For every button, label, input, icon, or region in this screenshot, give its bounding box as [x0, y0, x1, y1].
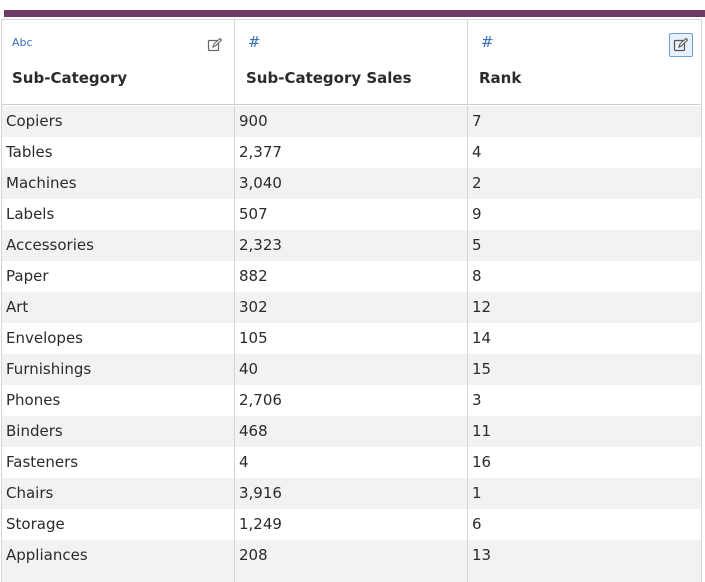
column-header-sub-category-sales[interactable]: # Sub-Category Sales — [235, 20, 468, 104]
table-row[interactable]: Tables 2,377 4 — [2, 137, 702, 168]
table-row[interactable]: Art 302 12 — [2, 292, 702, 323]
edit-icon[interactable] — [669, 33, 693, 57]
sales-cell[interactable]: 208 — [235, 540, 468, 571]
sub-category-cell[interactable]: Binders — [2, 416, 235, 447]
table-overflow-row — [2, 571, 702, 582]
rank-cell[interactable]: 16 — [468, 447, 702, 478]
sales-cell[interactable]: 2,377 — [235, 137, 468, 168]
rank-cell[interactable]: 13 — [468, 540, 702, 571]
sub-category-cell[interactable]: Appliances — [2, 540, 235, 571]
string-type-icon[interactable]: Abc — [12, 36, 33, 49]
table-row[interactable]: Accessories 2,323 5 — [2, 230, 702, 261]
sub-category-cell[interactable]: Chairs — [2, 478, 235, 509]
sales-cell[interactable]: 40 — [235, 354, 468, 385]
table-row[interactable]: Phones 2,706 3 — [2, 385, 702, 416]
sub-category-cell[interactable]: Envelopes — [2, 323, 235, 354]
sub-category-cell[interactable]: Phones — [2, 385, 235, 416]
sub-category-cell[interactable]: Art — [2, 292, 235, 323]
column-header-rank[interactable]: # Rank — [468, 20, 702, 104]
sales-cell[interactable]: 882 — [235, 261, 468, 292]
column-title: Sub-Category Sales — [246, 69, 412, 87]
sales-cell[interactable]: 105 — [235, 323, 468, 354]
rank-cell[interactable]: 4 — [468, 137, 702, 168]
rank-cell[interactable]: 6 — [468, 509, 702, 540]
table-row[interactable]: Storage 1,249 6 — [2, 509, 702, 540]
rank-cell[interactable]: 9 — [468, 199, 702, 230]
column-title: Rank — [479, 69, 522, 87]
sales-cell[interactable]: 2,323 — [235, 230, 468, 261]
sub-category-cell[interactable]: Tables — [2, 137, 235, 168]
number-type-icon[interactable]: # — [248, 33, 261, 51]
data-grid: Abc Sub-Category # Sub-Category Sales # … — [1, 19, 705, 582]
accent-bar — [4, 10, 705, 17]
sales-cell[interactable]: 468 — [235, 416, 468, 447]
sub-category-cell[interactable]: Paper — [2, 261, 235, 292]
rank-cell[interactable]: 12 — [468, 292, 702, 323]
table-row[interactable]: Binders 468 11 — [2, 416, 702, 447]
top-spacer — [0, 0, 705, 10]
rank-cell[interactable]: 15 — [468, 354, 702, 385]
table-row[interactable]: Fasteners 4 16 — [2, 447, 702, 478]
sub-category-cell[interactable]: Machines — [2, 168, 235, 199]
rank-cell[interactable]: 8 — [468, 261, 702, 292]
sales-cell[interactable]: 4 — [235, 447, 468, 478]
sub-category-cell[interactable]: Accessories — [2, 230, 235, 261]
sales-cell[interactable]: 2,706 — [235, 385, 468, 416]
rank-cell[interactable]: 1 — [468, 478, 702, 509]
sales-cell[interactable]: 1,249 — [235, 509, 468, 540]
sub-category-cell[interactable]: Labels — [2, 199, 235, 230]
sales-cell[interactable]: 507 — [235, 199, 468, 230]
rank-cell[interactable]: 3 — [468, 385, 702, 416]
table-row[interactable]: Furnishings 40 15 — [2, 354, 702, 385]
table-row[interactable]: Copiers 900 7 — [2, 106, 702, 137]
table-row[interactable]: Paper 882 8 — [2, 261, 702, 292]
rank-cell[interactable]: 7 — [468, 106, 702, 137]
sub-category-cell[interactable]: Furnishings — [2, 354, 235, 385]
edit-icon[interactable] — [206, 36, 224, 54]
sales-cell[interactable]: 302 — [235, 292, 468, 323]
column-title: Sub-Category — [12, 69, 128, 87]
sub-category-cell[interactable]: Fasteners — [2, 447, 235, 478]
table-row[interactable]: Appliances 208 13 — [2, 540, 702, 571]
table-body: Copiers 900 7 Tables 2,377 4 Machines 3,040 2 Lab… — [2, 106, 702, 571]
table-row[interactable]: Envelopes 105 14 — [2, 323, 702, 354]
header-row: Abc Sub-Category # Sub-Category Sales # … — [2, 19, 702, 105]
sales-cell[interactable]: 3,916 — [235, 478, 468, 509]
column-header-sub-category[interactable]: Abc Sub-Category — [2, 20, 235, 104]
sub-category-cell[interactable]: Copiers — [2, 106, 235, 137]
rank-cell[interactable]: 2 — [468, 168, 702, 199]
rank-cell[interactable]: 5 — [468, 230, 702, 261]
rank-cell[interactable]: 11 — [468, 416, 702, 447]
table-row[interactable]: Machines 3,040 2 — [2, 168, 702, 199]
sales-cell[interactable]: 900 — [235, 106, 468, 137]
sales-cell[interactable]: 3,040 — [235, 168, 468, 199]
sub-category-cell[interactable]: Storage — [2, 509, 235, 540]
table-row[interactable]: Chairs 3,916 1 — [2, 478, 702, 509]
table-row[interactable]: Labels 507 9 — [2, 199, 702, 230]
rank-cell[interactable]: 14 — [468, 323, 702, 354]
number-type-icon[interactable]: # — [481, 33, 494, 51]
